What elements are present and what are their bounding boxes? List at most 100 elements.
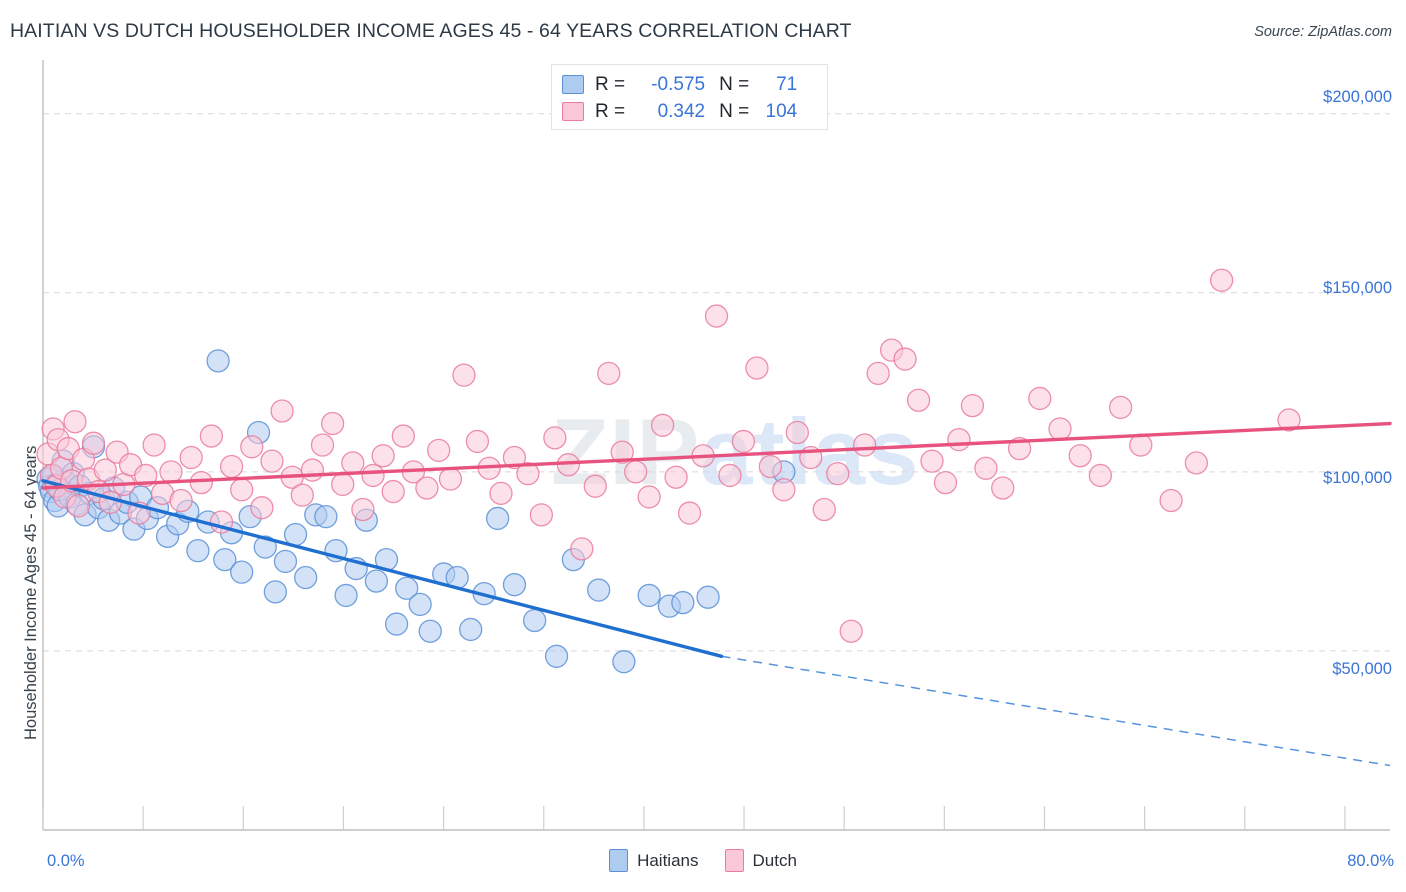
data-point (1108, 395, 1133, 420)
data-point (134, 463, 158, 488)
data-point (381, 479, 405, 504)
data-point (331, 472, 355, 497)
data-point (1068, 444, 1092, 468)
data-point (516, 461, 540, 486)
data-point (839, 619, 863, 643)
data-point (364, 569, 389, 593)
data-point (812, 497, 836, 522)
data-point (361, 463, 385, 488)
data-point (199, 424, 224, 448)
data-point (320, 411, 345, 436)
data-point (637, 485, 661, 509)
data-point (637, 583, 661, 608)
y-tick-label-150000: $150,000 (1323, 279, 1392, 297)
correlation-row-dutch: R = 0.342 N = 104 (562, 98, 817, 125)
data-point (427, 438, 451, 463)
data-point (169, 488, 193, 513)
haitians-r-key: R = (595, 73, 626, 95)
data-point (624, 460, 648, 484)
data-point (696, 585, 720, 609)
data-point (1048, 417, 1072, 441)
series-legend: Haitians Dutch (0, 849, 1406, 872)
data-point (1028, 386, 1052, 411)
data-point (785, 420, 809, 445)
data-point (314, 504, 338, 529)
trendline-haitians (41, 479, 724, 659)
data-point (189, 470, 213, 495)
data-point (93, 458, 117, 482)
data-point (1277, 408, 1301, 432)
haitians-n-value: 71 (776, 73, 798, 95)
data-point (677, 501, 702, 525)
data-point (206, 349, 230, 373)
data-point (597, 361, 621, 386)
data-point (142, 433, 166, 457)
data-point (1159, 488, 1183, 513)
data-point (371, 444, 395, 468)
data-point (459, 617, 483, 642)
data-point (772, 478, 796, 502)
trendline-dutch (41, 421, 1392, 490)
data-point (960, 393, 985, 418)
data-point (906, 388, 931, 412)
data-point (664, 465, 688, 489)
data-point (610, 440, 634, 464)
data-point (273, 549, 298, 574)
data-point (543, 426, 567, 450)
data-point (294, 565, 318, 590)
data-point (415, 476, 439, 500)
data-point (260, 449, 284, 473)
data-point (718, 463, 742, 488)
legend-item-dutch[interactable]: Dutch (724, 849, 797, 872)
data-point (310, 433, 335, 457)
data-point (586, 578, 611, 602)
data-point (523, 608, 547, 633)
data-point (570, 537, 594, 561)
data-point (213, 547, 237, 572)
data-point (758, 454, 783, 479)
data-point (947, 427, 971, 452)
correlation-legend: R = -0.575 N = 71 R = 0.342 N = 104 (551, 64, 828, 130)
trendline-extension-haitians (721, 655, 1391, 767)
data-point (489, 481, 513, 506)
data-point (334, 583, 358, 608)
data-point (63, 410, 87, 434)
data-point (974, 456, 998, 480)
data-point (351, 497, 375, 522)
data-point (395, 576, 419, 600)
data-point (866, 361, 890, 386)
data-point (253, 535, 277, 559)
data-point (1088, 463, 1113, 488)
data-point (991, 476, 1015, 500)
data-point (1209, 268, 1234, 292)
dutch-n-key: N = (719, 100, 750, 122)
data-point (893, 347, 917, 371)
data-point (219, 454, 244, 479)
page-title: HAITIAN VS DUTCH HOUSEHOLDER INCOME AGES… (10, 20, 852, 42)
data-point (159, 460, 183, 484)
data-point (933, 470, 958, 495)
haitians-n-key: N = (719, 73, 750, 95)
data-point (650, 413, 675, 437)
legend-item-haitians[interactable]: Haitians (609, 849, 699, 872)
series-points-dutch (36, 268, 1301, 643)
data-point (240, 435, 264, 459)
data-point (230, 560, 254, 584)
data-point (438, 467, 463, 491)
data-point (384, 612, 409, 636)
data-point (179, 445, 203, 470)
x-tick-label-min: 0.0% (47, 852, 85, 870)
data-point (671, 590, 695, 615)
legend-swatch-haitians-icon (609, 849, 629, 872)
data-point (300, 458, 325, 482)
legend-label-dutch: Dutch (752, 850, 797, 870)
data-point (612, 650, 636, 674)
haitians-swatch-icon (562, 75, 584, 94)
data-point (853, 433, 877, 457)
data-point (1184, 451, 1209, 475)
x-tick-label-max: 80.0% (1347, 852, 1394, 870)
data-point (341, 451, 365, 475)
y-tick-label-100000: $100,000 (1323, 469, 1392, 487)
